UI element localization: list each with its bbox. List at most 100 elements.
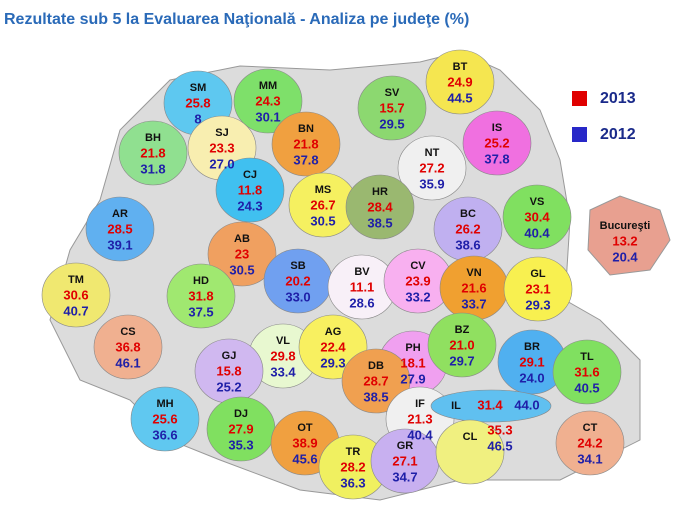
county-area: [552, 339, 622, 405]
value-2013: 36.8: [115, 339, 140, 354]
value-2013: 26.7: [310, 197, 335, 212]
county-code: VL: [276, 335, 290, 347]
county-code: SM: [190, 82, 207, 94]
county-area: [430, 389, 552, 423]
county-code: HR: [372, 186, 388, 198]
county-area: [435, 419, 505, 485]
county-area: [130, 386, 200, 452]
county-code: NT: [425, 147, 440, 159]
value-2012: 40.4: [407, 427, 433, 442]
value-2012: 37.5: [188, 304, 213, 319]
value-2013: 28.7: [363, 373, 388, 388]
value-2013: 28.5: [107, 221, 132, 236]
county-code: GR: [397, 440, 414, 452]
county-code: CT: [583, 422, 598, 434]
value-2013: 25.8: [185, 95, 210, 110]
value-2012: 29.5: [379, 116, 404, 131]
value-2012: 46.5: [487, 438, 512, 453]
value-2012: 38.6: [455, 237, 480, 252]
county-area: [85, 196, 155, 262]
value-2012: 33.7: [461, 296, 486, 311]
county-area: [555, 410, 625, 476]
value-2012: 44.5: [447, 90, 472, 105]
value-2012: 33.0: [285, 289, 310, 304]
bucharest-outline: [587, 195, 671, 276]
county-code: SV: [385, 87, 400, 99]
value-2012: 35.3: [228, 437, 253, 452]
county-code: TL: [580, 351, 594, 363]
value-2013: 24.2: [577, 435, 602, 450]
county-code: SB: [290, 260, 305, 272]
county-code: TR: [346, 446, 361, 458]
county-area: [41, 262, 111, 328]
value-2013: 30.4: [524, 209, 550, 224]
county-code: MS: [315, 184, 332, 196]
value-2012: 40.5: [574, 380, 599, 395]
value-2012: 28.6: [349, 295, 374, 310]
value-2012: 27.0: [209, 156, 234, 171]
value-2012: 25.2: [216, 379, 241, 394]
county-code: MH: [156, 398, 173, 410]
county-code: BZ: [455, 324, 470, 336]
value-2012: 29.3: [320, 355, 345, 370]
county-area: [357, 75, 427, 141]
legend-label: 2013: [600, 90, 636, 107]
county-area: [462, 110, 532, 176]
value-2013: 30.6: [63, 287, 88, 302]
value-2012: 8: [194, 111, 201, 126]
value-2013: 31.4: [477, 397, 503, 412]
value-2013: 23: [235, 246, 249, 261]
value-2012: 29.3: [525, 297, 550, 312]
county-code: BR: [524, 341, 540, 353]
value-2012: 44.0: [514, 397, 539, 412]
legend-swatch: [572, 127, 587, 142]
value-2013: 25.2: [484, 135, 509, 150]
value-2013: 21.3: [407, 411, 432, 426]
value-2012: 30.1: [255, 109, 280, 124]
value-2012: 36.3: [340, 475, 365, 490]
county-area: [215, 157, 285, 223]
value-2013: 29.8: [270, 348, 295, 363]
county-area: [233, 68, 303, 134]
value-2012: 46.1: [115, 355, 140, 370]
county-code: IS: [492, 122, 502, 134]
value-2012: 27.9: [400, 371, 425, 386]
county-area: [207, 221, 277, 287]
value-2013: 21.8: [293, 136, 318, 151]
value-2012: 33.2: [405, 289, 430, 304]
county-area: [503, 256, 573, 322]
value-2012: 36.6: [152, 427, 177, 442]
county-code: BT: [453, 61, 468, 73]
title: Rezultate sub 5 la Evaluarea Naţională -…: [4, 11, 469, 28]
value-2012: 40.4: [524, 225, 550, 240]
county-code: BV: [354, 266, 370, 278]
value-2013: 15.7: [379, 100, 404, 115]
value-2013: 31.8: [188, 288, 213, 303]
county-area: [166, 263, 236, 329]
value-2013: 11.8: [238, 182, 263, 197]
county-code: GJ: [222, 350, 237, 362]
value-2012: 45.6: [292, 451, 317, 466]
county-area: [397, 135, 467, 201]
value-2012: 30.5: [310, 213, 335, 228]
county-area: [345, 174, 415, 240]
county-code: DB: [368, 360, 384, 372]
county-code: MM: [259, 80, 277, 92]
value-2012: 37.8: [484, 151, 509, 166]
county-code: CL: [463, 431, 478, 443]
county-code: BN: [298, 123, 314, 135]
value-2012: 40.7: [63, 303, 88, 318]
county-code: DJ: [234, 408, 248, 420]
county-code: IL: [451, 400, 461, 412]
county-area: [427, 312, 497, 378]
value-2013: 23.9: [405, 273, 430, 288]
value-2012: 37.8: [293, 152, 318, 167]
county-code: VN: [466, 267, 481, 279]
value-2013: 13.2: [612, 233, 637, 248]
value-2013: 15.8: [216, 363, 241, 378]
value-2012: 38.5: [367, 215, 392, 230]
county-area: [502, 184, 572, 250]
value-2012: 38.5: [363, 389, 388, 404]
value-2012: 30.5: [229, 262, 254, 277]
